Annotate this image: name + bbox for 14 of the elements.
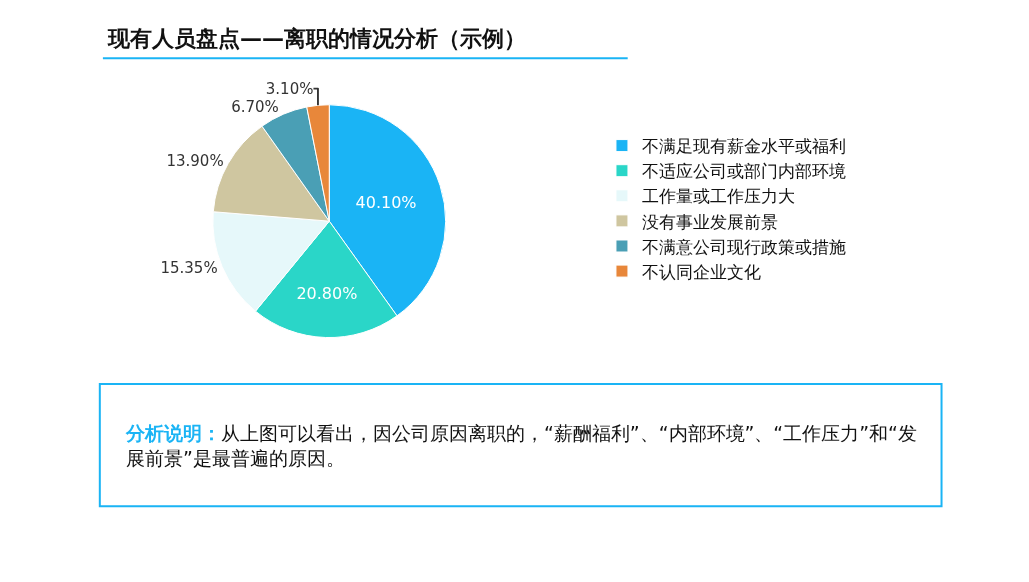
data-label: 15.35% [160,259,218,278]
chart-title: 现有人员盘点——离职的情况分析（示例） [107,25,527,51]
data-label: 13.90% [166,152,224,171]
data-label: 40.10% [355,193,417,213]
data-label: 6.70% [231,97,279,116]
data-label: 20.80% [296,284,358,303]
legend-label: 不满足现有薪金水平或福利 [641,136,846,157]
legend-label: 不适应公司或部门内部环境 [641,161,846,182]
legend-label: 不满意公司现行政策或措施 [641,236,846,257]
legend-label: 不认同企业文化 [641,261,761,282]
data-label: 3.10% [265,79,314,98]
text: 分析说明：从上图可以看出，因公司原因离职的，“薪酬福利”、“内部环境”、“工作压力”和“发展前景”是最普遍的原因。 [125,422,917,469]
legend-label: 工作量或工作压力大 [641,186,795,207]
legend-label: 没有事业发展前景 [641,211,778,232]
